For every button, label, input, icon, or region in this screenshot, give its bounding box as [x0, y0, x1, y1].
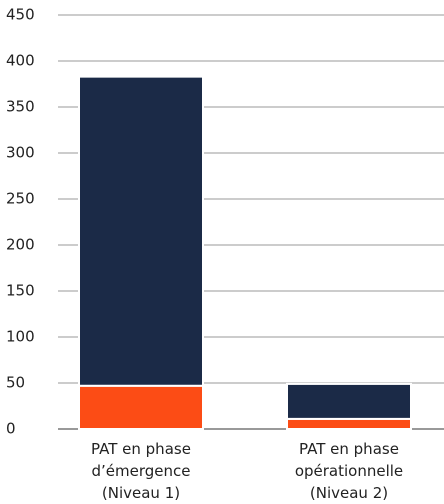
bar-segment [78, 75, 204, 387]
bar-segment [286, 382, 412, 420]
bar-segment [286, 417, 412, 431]
y-tick-label: 400 [6, 52, 35, 70]
y-tick-label: 100 [6, 328, 35, 346]
y-tick-label: 200 [6, 236, 35, 254]
y-tick-label: 50 [6, 374, 25, 392]
x-tick-label: PAT en phase opérationnelle (Niveau 2) [294, 440, 404, 502]
y-tick-label: 300 [6, 144, 35, 162]
y-tick-label: 450 [6, 6, 35, 24]
bar-segment [78, 384, 204, 431]
y-tick-label: 350 [6, 98, 35, 116]
y-tick-label: 0 [6, 420, 16, 438]
y-tick-label: 250 [6, 190, 35, 208]
y-tick-label: 150 [6, 282, 35, 300]
x-tick-label: PAT en phase d’émergence (Niveau 1) [91, 440, 191, 502]
